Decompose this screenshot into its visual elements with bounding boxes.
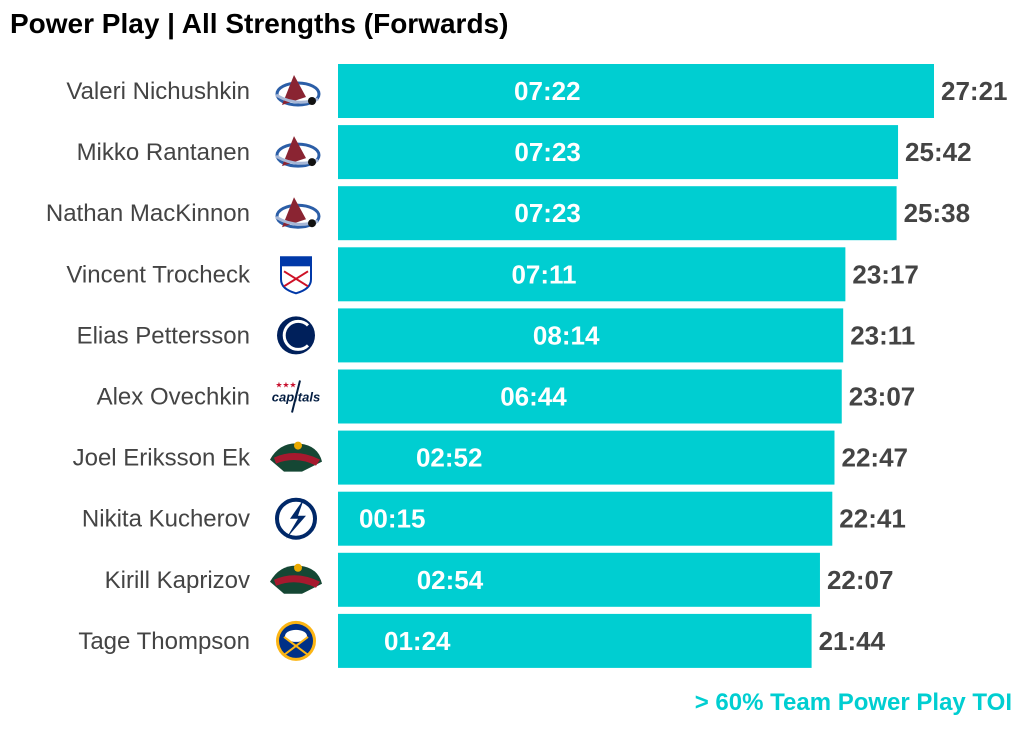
avalanche-logo-icon xyxy=(275,136,321,168)
bar-total-toi xyxy=(338,247,846,302)
player-name: Vincent Trocheck xyxy=(66,261,251,288)
bar-total-toi xyxy=(338,186,897,241)
label-total-toi: 22:41 xyxy=(839,504,906,534)
logo-sky xyxy=(274,575,320,588)
bar-total-toi xyxy=(338,64,934,118)
logo-star: ★ xyxy=(289,381,296,390)
player-name: Alex Ovechkin xyxy=(97,384,250,411)
bar-total-toi xyxy=(338,552,820,607)
logo-peak xyxy=(282,136,306,167)
chart-footer-note: > 60% Team Power Play TOI xyxy=(694,689,1012,716)
player-row: Nathan MacKinnon 07:23 25:38 xyxy=(46,186,971,241)
player-row: Nikita Kucherov 00:15 22:41 xyxy=(82,491,906,546)
label-total-toi: 22:47 xyxy=(841,443,908,473)
player-row: Mikko Rantanen 07:23 25:42 xyxy=(77,125,972,180)
label-power-play-toi: 07:11 xyxy=(511,259,576,289)
logo-ring xyxy=(275,497,317,540)
logo-star xyxy=(294,441,302,450)
sabres-logo-icon xyxy=(276,620,316,661)
label-total-toi: 21:44 xyxy=(819,626,886,656)
logo-puck xyxy=(308,158,316,167)
player-name: Tage Thompson xyxy=(78,628,250,655)
logo-sky xyxy=(274,453,320,466)
logo-peak xyxy=(282,197,306,228)
label-power-play-toi: 07:23 xyxy=(514,198,581,228)
player-row: Kirill Kaprizov 02:54 22:07 xyxy=(105,552,894,607)
label-power-play-toi: 02:54 xyxy=(417,565,484,595)
logo-bolt xyxy=(286,498,306,539)
chart-title: Power Play | All Strengths (Forwards) xyxy=(10,8,509,39)
player-name: Valeri Nichushkin xyxy=(66,78,250,105)
wild-logo-icon xyxy=(270,441,322,472)
player-name: Elias Pettersson xyxy=(77,322,250,349)
logo-sabres xyxy=(283,636,309,656)
bar-total-toi xyxy=(338,491,833,546)
label-total-toi: 27:21 xyxy=(941,76,1008,106)
capitals-logo-icon: capitals★★★ xyxy=(272,380,320,413)
rangers-logo-icon xyxy=(280,256,312,295)
label-power-play-toi: 07:23 xyxy=(514,137,581,167)
wild-logo-icon xyxy=(270,563,322,594)
bar-total-toi xyxy=(338,613,812,668)
logo-puck xyxy=(308,97,316,105)
label-power-play-toi: 02:52 xyxy=(416,443,483,473)
avalanche-logo-icon xyxy=(275,197,321,229)
player-name: Nikita Kucherov xyxy=(82,506,250,533)
logo-peak xyxy=(282,75,306,105)
logo-stripes xyxy=(283,270,309,288)
logo-star: ★ xyxy=(275,381,282,390)
logo-star xyxy=(294,563,302,572)
bar-total-toi xyxy=(338,369,842,424)
label-power-play-toi: 01:24 xyxy=(384,626,451,656)
player-name: Kirill Kaprizov xyxy=(105,567,250,594)
logo-band xyxy=(281,257,311,267)
label-power-play-toi: 07:22 xyxy=(514,76,581,106)
logo-orca xyxy=(282,319,310,351)
player-name: Mikko Rantanen xyxy=(77,139,250,166)
logo-star: ★ xyxy=(282,381,289,390)
player-row: Joel Eriksson Ek 02:52 22:47 xyxy=(73,430,908,485)
lightning-logo-icon xyxy=(275,497,317,540)
player-row: Vincent Trocheck 07:11 23:17 xyxy=(66,247,919,302)
player-row: Alex Ovechkin capitals★★★ 06:44 23:07 xyxy=(97,369,916,424)
player-row: Valeri Nichushkin 07:22 27:21 xyxy=(66,64,1008,118)
player-name: Nathan MacKinnon xyxy=(46,200,250,227)
logo-stick xyxy=(291,380,301,413)
bar-total-toi xyxy=(338,308,844,363)
logo-puck xyxy=(308,219,316,228)
label-total-toi: 22:07 xyxy=(827,565,894,595)
label-total-toi: 25:42 xyxy=(905,137,972,167)
canucks-logo-icon xyxy=(277,316,315,355)
player-row: Tage Thompson 01:24 21:44 xyxy=(78,613,886,668)
player-row: Elias Pettersson 08:14 23:11 xyxy=(77,308,915,363)
label-power-play-toi: 06:44 xyxy=(500,382,567,412)
label-power-play-toi: 00:15 xyxy=(359,504,426,534)
avalanche-logo-icon xyxy=(275,75,321,107)
label-total-toi: 23:07 xyxy=(849,382,916,412)
bar-total-toi xyxy=(338,125,899,180)
label-total-toi: 25:38 xyxy=(904,198,971,228)
label-total-toi: 23:17 xyxy=(852,259,919,289)
bar-total-toi xyxy=(338,430,835,485)
logo-buffalo xyxy=(285,629,307,642)
player-name: Joel Eriksson Ek xyxy=(73,445,251,472)
label-total-toi: 23:11 xyxy=(850,320,915,350)
label-power-play-toi: 08:14 xyxy=(533,320,600,350)
